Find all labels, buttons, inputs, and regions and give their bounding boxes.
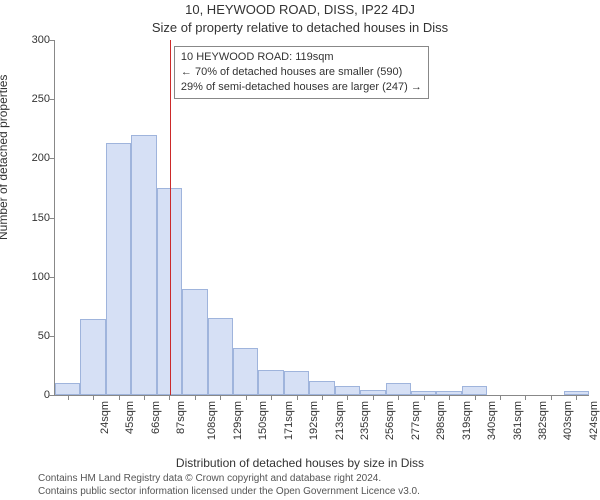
histogram-bar xyxy=(80,319,105,395)
histogram-bar xyxy=(182,289,207,396)
x-tick-mark xyxy=(271,395,272,400)
x-tick-label: 150sqm xyxy=(257,401,269,440)
reference-line xyxy=(170,40,171,395)
y-axis-ticks: 050100150200250300 xyxy=(0,40,54,395)
y-tick-label: 100 xyxy=(10,271,50,283)
x-tick-label: 108sqm xyxy=(207,401,219,440)
y-tick-label: 200 xyxy=(10,152,50,164)
x-tick-mark xyxy=(144,395,145,400)
x-tick-label: 66sqm xyxy=(150,401,162,434)
x-tick-label: 213sqm xyxy=(334,401,346,440)
x-tick-mark xyxy=(169,395,170,400)
x-tick-label: 87sqm xyxy=(175,401,187,434)
x-tick-label: 129sqm xyxy=(232,401,244,440)
x-tick-label: 192sqm xyxy=(308,401,320,440)
attribution-line-2: Contains public sector information licen… xyxy=(38,486,420,499)
annotation-box: 10 HEYWOOD ROAD: 119sqm ← 70% of detache… xyxy=(174,46,429,99)
y-tick-label: 50 xyxy=(10,330,50,342)
x-tick-label: 256sqm xyxy=(385,401,397,440)
x-tick-mark xyxy=(576,395,577,400)
x-tick-mark xyxy=(68,395,69,400)
x-axis-label: Distribution of detached houses by size … xyxy=(0,456,600,470)
x-tick-label: 361sqm xyxy=(512,401,524,440)
chart-title-sub: Size of property relative to detached ho… xyxy=(0,20,600,35)
x-tick-mark xyxy=(347,395,348,400)
y-tick-label: 250 xyxy=(10,93,50,105)
x-tick-label: 340sqm xyxy=(486,401,498,440)
histogram-bar xyxy=(284,371,309,395)
x-tick-mark xyxy=(322,395,323,400)
x-tick-label: 319sqm xyxy=(461,401,473,440)
x-tick-mark xyxy=(525,395,526,400)
x-tick-mark xyxy=(500,395,501,400)
x-tick-label: 171sqm xyxy=(283,401,295,440)
property-size-histogram: 10, HEYWOOD ROAD, DISS, IP22 4DJ Size of… xyxy=(0,0,600,500)
x-tick-mark xyxy=(93,395,94,400)
x-tick-label: 277sqm xyxy=(410,401,422,440)
histogram-bar xyxy=(233,348,258,395)
x-tick-mark xyxy=(297,395,298,400)
histogram-bar xyxy=(335,386,360,395)
x-tick-label: 403sqm xyxy=(563,401,575,440)
plot-area: 10 HEYWOOD ROAD: 119sqm ← 70% of detache… xyxy=(54,40,589,396)
x-tick-mark xyxy=(398,395,399,400)
annotation-line-1: 10 HEYWOOD ROAD: 119sqm xyxy=(181,50,422,65)
x-tick-mark xyxy=(424,395,425,400)
attribution-line-1: Contains HM Land Registry data © Crown c… xyxy=(38,473,420,486)
histogram-bar xyxy=(106,143,131,395)
x-tick-mark xyxy=(246,395,247,400)
attribution: Contains HM Land Registry data © Crown c… xyxy=(38,473,420,498)
x-tick-label: 424sqm xyxy=(588,401,600,440)
annotation-line-3: 29% of semi-detached houses are larger (… xyxy=(181,80,422,95)
y-tick-label: 0 xyxy=(10,389,50,401)
x-tick-label: 235sqm xyxy=(359,401,371,440)
x-tick-mark xyxy=(551,395,552,400)
x-tick-mark xyxy=(475,395,476,400)
x-tick-label: 298sqm xyxy=(435,401,447,440)
x-tick-label: 382sqm xyxy=(537,401,549,440)
x-tick-mark xyxy=(119,395,120,400)
x-tick-mark xyxy=(195,395,196,400)
y-tick-label: 300 xyxy=(10,34,50,46)
x-tick-mark xyxy=(373,395,374,400)
histogram-bar xyxy=(462,386,487,395)
histogram-bar xyxy=(208,318,233,395)
x-tick-mark xyxy=(449,395,450,400)
chart-title-main: 10, HEYWOOD ROAD, DISS, IP22 4DJ xyxy=(0,2,600,17)
histogram-bar xyxy=(55,383,80,395)
annotation-line-2: ← 70% of detached houses are smaller (59… xyxy=(181,65,422,80)
x-tick-label: 24sqm xyxy=(99,401,111,434)
histogram-bar xyxy=(309,381,334,395)
histogram-bar xyxy=(131,135,156,395)
y-tick-label: 150 xyxy=(10,212,50,224)
histogram-bar xyxy=(386,383,411,395)
histogram-bar xyxy=(258,370,283,395)
x-tick-label: 45sqm xyxy=(124,401,136,434)
x-tick-mark xyxy=(220,395,221,400)
